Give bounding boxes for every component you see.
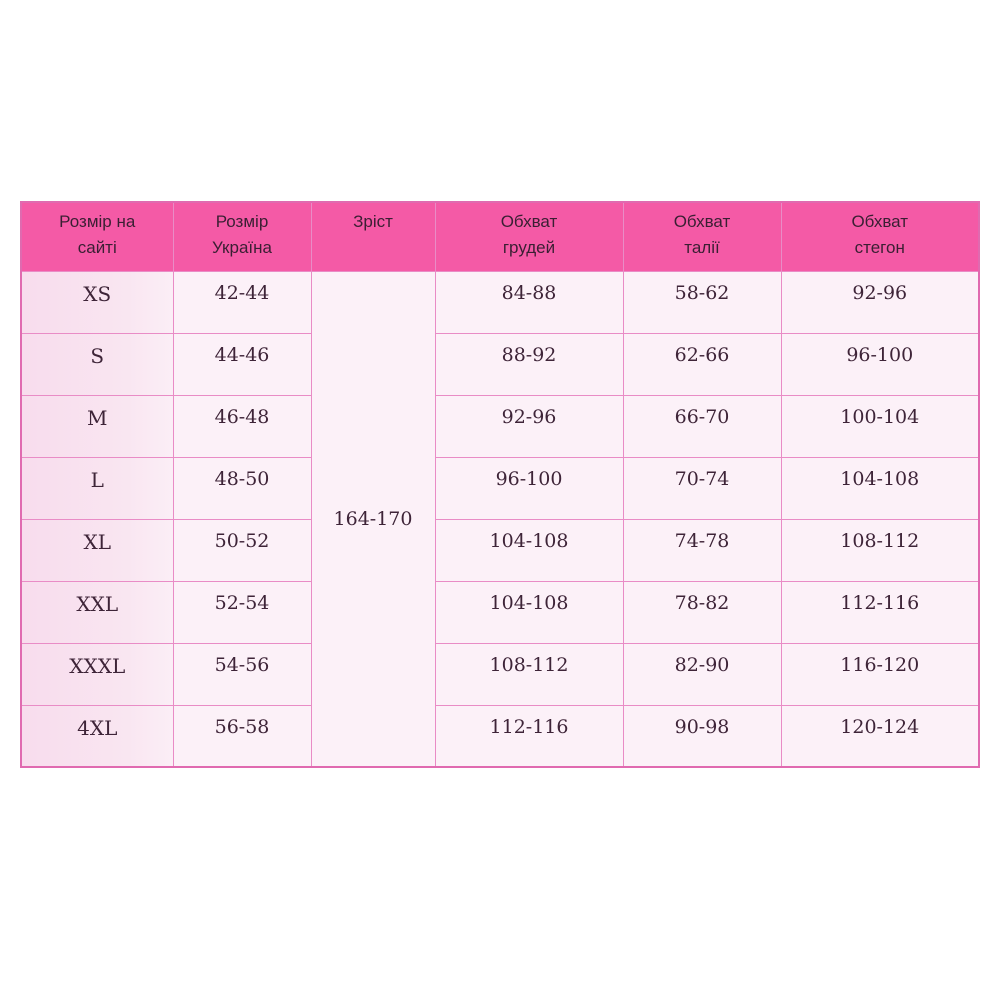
header-line: Зріст [353, 212, 393, 231]
cell-waist: 58-62 [622, 270, 782, 334]
cell-hips: 104-108 [780, 456, 980, 520]
table-row: XXL 52-54 104-108 78-82 112-116 [20, 580, 980, 644]
cell-waist: 78-82 [622, 580, 782, 644]
header-line: талії [684, 238, 720, 257]
cell-hips: 120-124 [780, 704, 980, 768]
cell-size-ukraine: 42-44 [172, 270, 312, 334]
cell-size-site: M [20, 394, 174, 458]
header-height: Зріст [310, 201, 436, 272]
header-line: Обхват [673, 212, 731, 231]
cell-size-site: L [20, 456, 174, 520]
cell-hips: 92-96 [780, 270, 980, 334]
header-line: Розмір на [59, 212, 136, 231]
header-line: Обхват [851, 212, 909, 231]
cell-waist: 66-70 [622, 394, 782, 458]
header-line: сайті [77, 238, 117, 257]
cell-chest: 92-96 [434, 394, 624, 458]
table-row: 4XL 56-58 112-116 90-98 120-124 [20, 704, 980, 768]
table-row: L 48-50 96-100 70-74 104-108 [20, 456, 980, 520]
header-hips: Обхват стегон [780, 201, 980, 272]
cell-chest: 104-108 [434, 580, 624, 644]
size-chart-table: Розмір на сайті Розмір Україна Зріст Обхват гр… [20, 201, 980, 768]
table-row: XL 50-52 104-108 74-78 108-112 [20, 518, 980, 582]
cell-size-site: XXL [20, 580, 174, 644]
header-waist: Обхват талії [622, 201, 782, 272]
table-row: XXXL 54-56 108-112 82-90 116-120 [20, 642, 980, 706]
cell-chest: 112-116 [434, 704, 624, 768]
cell-size-ukraine: 46-48 [172, 394, 312, 458]
cell-chest: 84-88 [434, 270, 624, 334]
cell-height: 164-170 [310, 270, 436, 768]
cell-chest: 104-108 [434, 518, 624, 582]
cell-size-ukraine: 44-46 [172, 332, 312, 396]
header-line: Розмір [215, 212, 269, 231]
cell-size-ukraine: 52-54 [172, 580, 312, 644]
cell-size-site: XS [20, 270, 174, 334]
cell-size-site: S [20, 332, 174, 396]
cell-size-site: XXXL [20, 642, 174, 706]
cell-size-site: XL [20, 518, 174, 582]
table-row: M 46-48 92-96 66-70 100-104 [20, 394, 980, 458]
header-row: Розмір на сайті Розмір Україна Зріст Обхват гр… [20, 201, 980, 272]
cell-waist: 62-66 [622, 332, 782, 396]
cell-size-site: 4XL [20, 704, 174, 768]
cell-size-ukraine: 54-56 [172, 642, 312, 706]
cell-hips: 108-112 [780, 518, 980, 582]
cell-waist: 90-98 [622, 704, 782, 768]
cell-chest: 108-112 [434, 642, 624, 706]
cell-size-ukraine: 48-50 [172, 456, 312, 520]
header-line: стегон [854, 238, 905, 257]
cell-hips: 116-120 [780, 642, 980, 706]
cell-chest: 96-100 [434, 456, 624, 520]
cell-waist: 74-78 [622, 518, 782, 582]
header-line: Обхват [500, 212, 558, 231]
table-row: S 44-46 88-92 62-66 96-100 [20, 332, 980, 396]
header-line: грудей [502, 238, 556, 257]
header-size-ukraine: Розмір Україна [172, 201, 312, 272]
header-line: Україна [212, 238, 272, 257]
cell-hips: 112-116 [780, 580, 980, 644]
header-size-site: Розмір на сайті [20, 201, 174, 272]
table-row: XS 42-44 164-170 84-88 58-62 92-96 [20, 270, 980, 768]
cell-waist: 82-90 [622, 642, 782, 706]
cell-hips: 100-104 [780, 394, 980, 458]
cell-size-ukraine: 50-52 [172, 518, 312, 582]
cell-size-ukraine: 56-58 [172, 704, 312, 768]
header-chest: Обхват грудей [434, 201, 624, 272]
cell-hips: 96-100 [780, 332, 980, 396]
cell-chest: 88-92 [434, 332, 624, 396]
cell-waist: 70-74 [622, 456, 782, 520]
